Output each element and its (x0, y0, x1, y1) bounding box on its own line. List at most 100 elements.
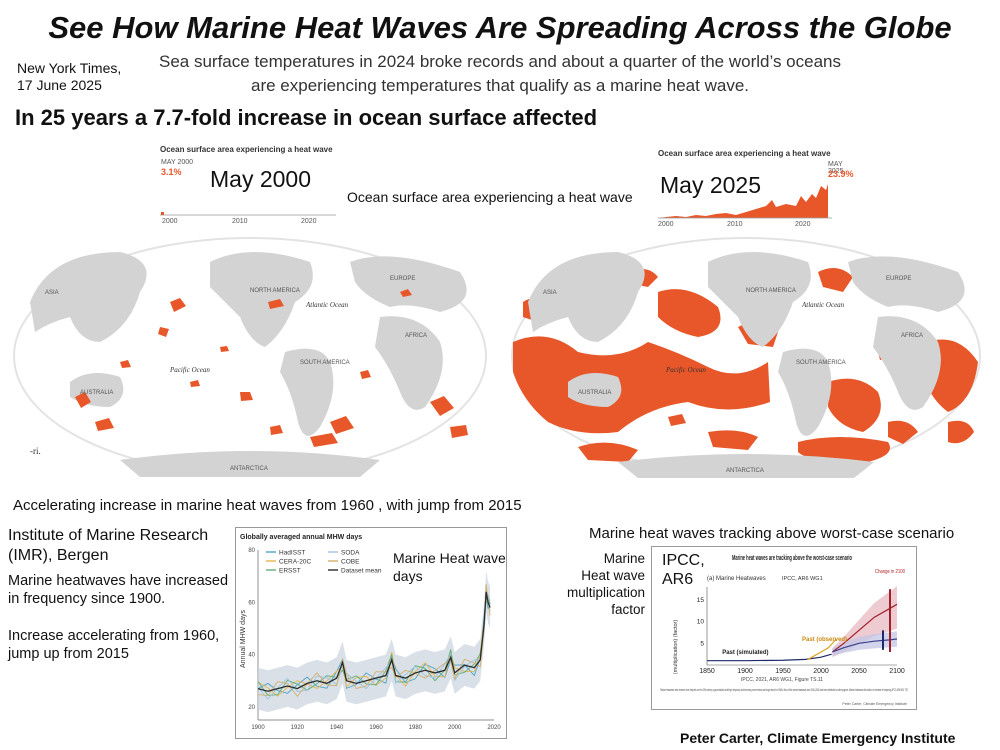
spark-2025-tick-1: 2010 (727, 221, 743, 228)
mhw-x-tick: 2020 (487, 725, 501, 731)
label-atlantic-2025: Atlantic Ocean (801, 301, 845, 309)
footer-credit: Peter Carter, Climate Emergency Institut… (680, 730, 956, 746)
ipcc-past-observed-line (807, 638, 837, 661)
ipcc-x-tick: 1850 (699, 668, 715, 675)
mf-line-4: factor (611, 602, 645, 617)
mhw-days-chart: Globally averaged annual MHW days Annual… (235, 527, 507, 739)
ipcc-annotation-simulated: Past (simulated) (722, 650, 768, 656)
ipcc-x-tick: 2050 (851, 668, 867, 675)
mhw-legend-item: CERA-20C (279, 559, 311, 566)
ipcc-x-tick: 1900 (737, 668, 753, 675)
label-asia-2000: ASIA (45, 290, 59, 296)
mhw-annotation-line-2: days (393, 568, 423, 584)
ipcc-change-label: Change in 2100 (875, 569, 905, 575)
ipcc-panel-label: (a) Marine Heatwaves (707, 576, 766, 582)
mf-line-3: multiplication (566, 585, 645, 600)
ipcc-x-tick: 2100 (889, 668, 905, 675)
label-australia-2000: AUSTRALIA (80, 390, 113, 396)
spark-2025-month: MAY 2025 (828, 161, 844, 175)
ipcc-label-line-2: AR6 (662, 571, 694, 588)
multiplication-factor-label: Marine Heat wave multiplication factor (555, 550, 645, 618)
left-section-caption: Accelerating increase in marine heat wav… (13, 497, 522, 514)
mhw-x-tick: 1920 (291, 725, 305, 731)
spark-2000: Ocean surface area experiencing a heat w… (158, 142, 338, 228)
ipcc-caption-text: “Marine heatwaves have become more frequ… (660, 688, 908, 692)
label-asia-2025: ASIA (543, 290, 557, 296)
institute-line-2: (IMR), Bergen (8, 547, 109, 564)
label-australia-2025: AUSTRALIA (578, 390, 611, 396)
label-antarctica-2025: ANTARCTICA (726, 468, 764, 474)
spark-2025-title: Ocean surface area experiencing a heat w… (658, 149, 831, 158)
mhw-x-tick: 1900 (251, 725, 265, 731)
spark-2000-tick-1: 2010 (232, 218, 248, 225)
map-may-2025: ASIA NORTH AMERICA EUROPE AFRICA SOUTH A… (508, 232, 984, 480)
mhw-legend-item: SODA (341, 550, 360, 557)
label-south-america-2025: SOUTH AMERICA (796, 360, 846, 366)
ipcc-past-simulated-line (707, 653, 832, 662)
spark-2000-value: 3.1% (161, 167, 182, 177)
spark-2000-title: Ocean surface area experiencing a heat w… (160, 145, 333, 154)
mhw-y-tick: 60 (248, 600, 255, 606)
spark-2000-tick-0: 2000 (162, 218, 178, 225)
mhw-legend-item: ERSST (279, 568, 301, 575)
mhw-series-line-mean (257, 591, 491, 692)
label-africa-2025: AFRICA (901, 333, 923, 339)
institute-line-1: Institute of Marine Research (8, 527, 209, 544)
mhw-x-tick: 1980 (409, 725, 423, 731)
ipcc-chart-title: Marine heat waves are tracking above the… (732, 553, 852, 562)
world-map-2025: ASIA NORTH AMERICA EUROPE AFRICA SOUTH A… (511, 237, 981, 478)
ipcc-annotation-observed: Past (observed) (802, 637, 847, 643)
mf-line-1: Marine (603, 551, 645, 566)
spark-2025-value: 23.9% (828, 169, 854, 179)
mhw-y-tick: 80 (248, 548, 255, 554)
mhw-chart-annotation: Marine Heat wave days (393, 549, 506, 585)
mf-line-2: Heat wave (581, 568, 645, 583)
mhw-days-plot: Globally averaged annual MHW days Annual… (240, 534, 501, 731)
ipcc-credit: Peter Carter, Climate Emergency Institut… (842, 702, 907, 706)
mhw-legend-item: Dataset mean (341, 568, 382, 575)
map-corner-mark: -ri. (30, 446, 41, 456)
spark-2000-tick-2: 2020 (301, 218, 317, 225)
ipcc-figure-source: IPCC, 2021, AR6 WG1, Figure TS.11 (741, 677, 823, 683)
map-2000-label: May 2000 (210, 166, 312, 192)
mhw-x-tick: 1940 (330, 725, 344, 731)
spark-2025-tick-2: 2020 (795, 221, 811, 228)
institute-label: Institute of Marine Research (IMR), Berg… (8, 526, 208, 566)
subtitle-line-1: Sea surface temperatures in 2024 broke r… (159, 52, 841, 71)
note-increase-line-2: in frequency since 1900. (8, 591, 166, 607)
world-map-2000: ASIA NORTH AMERICA EUROPE AFRICA SOUTH A… (13, 237, 487, 477)
spark-2000-month: MAY 2000 (161, 159, 194, 166)
note-accelerating-line-1: Increase accelerating from 1960, (8, 628, 220, 644)
map-2025-label: May 2025 (660, 172, 762, 198)
subtitle-line-2: are experiencing temperatures that quali… (251, 76, 749, 95)
note-accelerating: Increase accelerating from 1960, jump up… (8, 627, 219, 663)
ipcc-x-tick: 2000 (813, 668, 829, 675)
label-atlantic-2000: Atlantic Ocean (305, 301, 349, 309)
ipcc-panel-source: IPCC, AR6 WG1 (782, 576, 823, 582)
page-title: See How Marine Heat Waves Are Spreading … (48, 10, 952, 45)
note-accelerating-line-2: jump up from 2015 (8, 646, 129, 662)
spark-2000-plot (160, 212, 336, 216)
sparkline-caption: Ocean surface area experiencing a heat w… (347, 189, 633, 205)
right-section-caption: Marine heat waves tracking above worst-c… (589, 525, 955, 542)
ipcc-plot: Marine heat waves are tracking above the… (660, 553, 908, 706)
source-line-2: 17 June 2025 (17, 77, 102, 93)
mhw-annotation-line-1: Marine Heat wave (393, 550, 506, 566)
mhw-chart-title: Globally averaged annual MHW days (240, 534, 362, 541)
ipcc-label: IPCC, AR6 (662, 551, 705, 589)
note-increase-line-1: Marine heatwaves have increased (8, 573, 229, 589)
mhw-x-tick: 2000 (448, 725, 462, 731)
ipcc-chart: Marine heat waves are tracking above the… (651, 546, 917, 710)
label-pacific-2000: Pacific Ocean (169, 366, 210, 374)
mhw-y-axis-label: Annual MHW days (240, 610, 247, 668)
label-africa-2000: AFRICA (405, 333, 427, 339)
spark-2025-tick-0: 2000 (658, 221, 674, 228)
ipcc-y-tick: 15 (697, 597, 705, 604)
ipcc-y-tick: 5 (700, 640, 704, 647)
mhw-x-tick: 1960 (369, 725, 383, 731)
label-north-america-2000: NORTH AMERICA (250, 288, 300, 294)
label-europe-2000: EUROPE (390, 276, 415, 282)
mhw-y-tick: 40 (248, 653, 255, 659)
label-antarctica-2000: ANTARCTICA (230, 466, 268, 472)
label-pacific-2025: Pacific Ocean (665, 366, 706, 374)
